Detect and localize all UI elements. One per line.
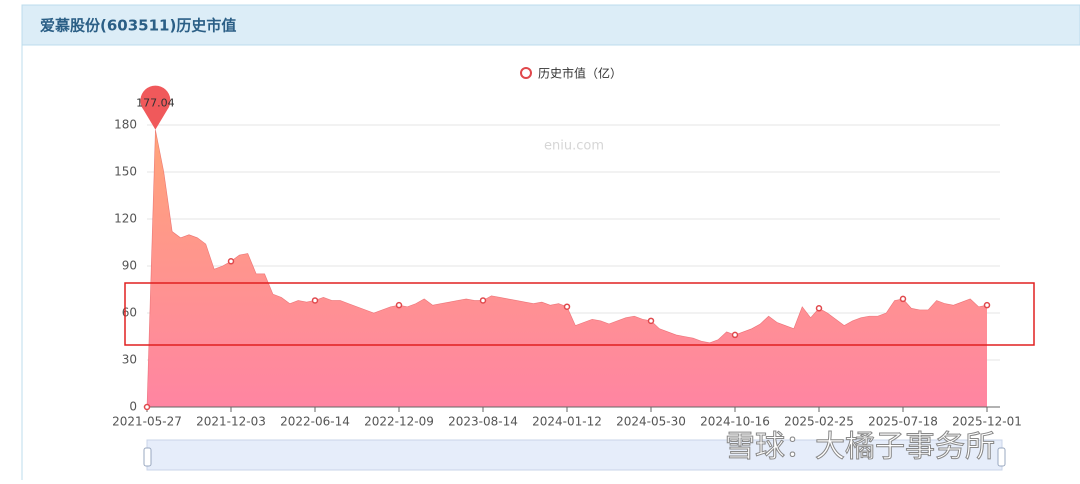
highlight-box <box>124 282 1035 346</box>
data-point <box>815 305 823 312</box>
zoom-handle[interactable] <box>997 447 1006 467</box>
y-tick-label: 120 <box>114 212 137 226</box>
y-tick-label: 90 <box>122 259 137 273</box>
x-tick-label: 2024-10-16 <box>700 415 770 429</box>
data-point <box>311 297 319 304</box>
data-point <box>647 317 655 325</box>
watermark: eniu.com <box>544 139 604 154</box>
legend-label: 历史市值（亿） <box>538 66 622 81</box>
zoom-handle[interactable] <box>143 447 152 467</box>
credit: 雪球：大橘子事务所 <box>725 430 995 465</box>
data-point <box>899 295 907 303</box>
plot: 0 30 60 90 120 150 180 2021-05-27 2021-12-03 2022… <box>112 66 1022 429</box>
data-point <box>731 331 739 339</box>
data-point <box>479 297 487 304</box>
area <box>147 129 987 407</box>
y-tick-label: 0 <box>129 400 137 414</box>
y-tick-label: 60 <box>122 306 137 320</box>
x-tick-label: 2021-05-27 <box>112 415 182 429</box>
x-tick-label: 2022-12-09 <box>364 415 434 429</box>
x-tick-label: 2025-07-18 <box>868 415 938 429</box>
x-tick-label: 2024-05-30 <box>616 415 686 429</box>
legend-symbol <box>520 67 532 79</box>
max-pin <box>140 85 171 130</box>
data-point <box>983 301 991 309</box>
x-tick-label: 2023-08-14 <box>448 415 518 429</box>
y-tick-label: 30 <box>122 353 137 367</box>
header-bar <box>21 4 1080 46</box>
y-tick-label: 180 <box>114 118 137 132</box>
data-point <box>227 258 235 265</box>
data-point <box>395 301 403 309</box>
data-point <box>143 403 151 411</box>
x-tick-label: 2024-01-12 <box>532 415 602 429</box>
x-tick-label: 2021-12-03 <box>196 415 266 429</box>
x-tick-label: 2025-12-01 <box>952 415 1022 429</box>
header-title: 爱慕股份(603511)历史市值 <box>40 17 236 35</box>
max-label: 177.04 <box>136 97 175 110</box>
data-point <box>563 303 571 310</box>
x-tick-label: 2025-02-25 <box>784 415 854 429</box>
y-tick-label: 150 <box>114 165 137 179</box>
x-tick-label: 2022-06-14 <box>280 415 350 429</box>
